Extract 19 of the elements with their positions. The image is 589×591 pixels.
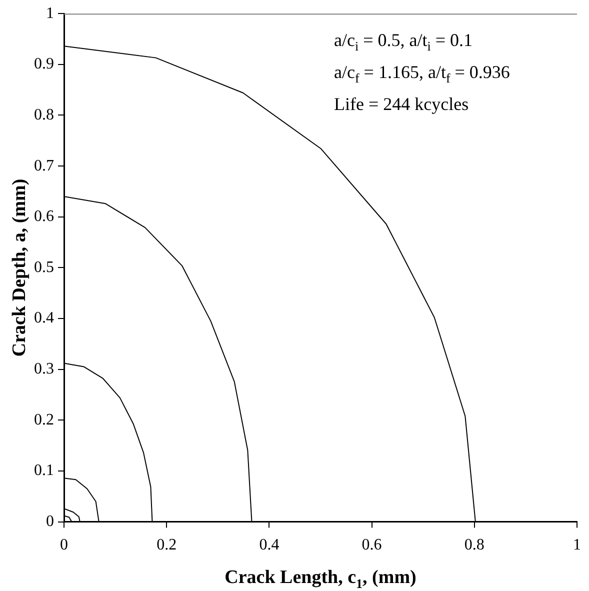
y-tick-label: 0.2 [34, 411, 54, 428]
annotation: Life = 244 kcycles [334, 94, 469, 114]
y-tick-label: 0.3 [34, 360, 54, 378]
y-tick-label: 0.6 [34, 208, 54, 226]
y-tick-label: 0 [46, 513, 54, 530]
y-tick-label: 0.9 [34, 56, 54, 73]
y-tick-label: 0.1 [34, 462, 54, 480]
y-axis-title: Crack Depth, a, (mm) [9, 178, 30, 357]
y-tick-label: 1 [46, 4, 54, 22]
x-tick-label: 0.4 [259, 536, 280, 554]
y-tick-label: 0.7 [34, 157, 54, 174]
x-tick-label: 0.2 [156, 536, 177, 554]
y-tick-label: 0.4 [34, 310, 54, 327]
y-tick-label: 0.8 [34, 106, 54, 124]
x-tick-label: 0.6 [362, 536, 382, 554]
x-tick-label: 0 [60, 536, 68, 554]
x-tick-label: 1 [573, 536, 581, 554]
x-tick-label: 0.8 [464, 536, 484, 554]
y-tick-label: 0.5 [34, 258, 54, 276]
